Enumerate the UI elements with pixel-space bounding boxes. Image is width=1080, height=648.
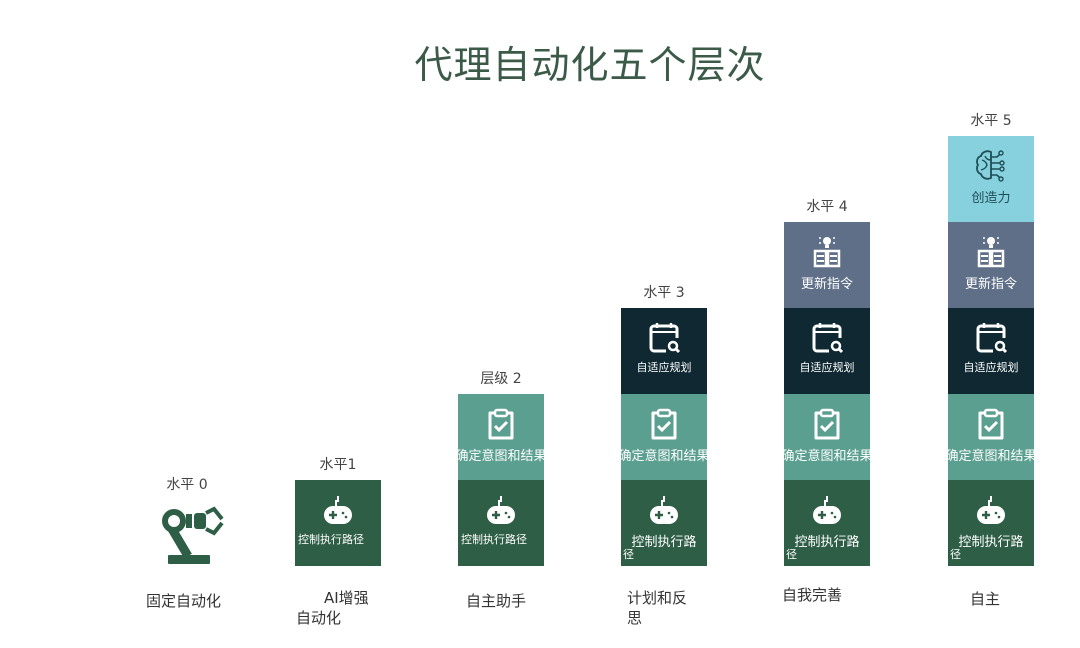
creativity-block: 创造力 — [948, 136, 1034, 222]
gamepad-icon — [324, 496, 352, 524]
block-label: 控制执行路径 — [298, 533, 364, 546]
update-block: 更新指令 — [948, 222, 1034, 308]
gamepad-icon — [813, 496, 841, 524]
planning-block: 自适应规划 — [784, 308, 870, 394]
clipboard-check-icon — [651, 408, 677, 440]
block-label: 确定意图和结果 — [458, 449, 544, 464]
calendar-search-icon — [812, 323, 844, 354]
intent-block: 确定意图和结果 — [621, 394, 707, 480]
level-label: 水平 0 — [166, 477, 208, 493]
level-label: 层级 2 — [480, 371, 522, 387]
intent-block: 确定意图和结果 — [948, 394, 1034, 480]
calendar-search-icon — [976, 323, 1008, 354]
planning-block: 自适应规划 — [621, 308, 707, 394]
lightbulb-book-icon — [813, 237, 841, 268]
clipboard-check-icon — [488, 408, 514, 440]
level-name-line: 固定自动化 — [146, 592, 222, 610]
gamepad-icon — [650, 496, 678, 524]
level-name: 固定自动化 — [146, 591, 221, 611]
block-label-wrap: 径 — [786, 548, 797, 561]
level-name-line: 自动化 — [296, 609, 342, 627]
block-label-wrap: 径 — [623, 548, 634, 561]
level-column-2: 层级 2 确定意图和结果 控制执行路径 — [458, 371, 544, 566]
clipboard-check-icon — [814, 408, 840, 440]
level-name-line: 自我完善 — [782, 586, 843, 604]
level-column-3: 水平 3 自适应规划 确定意图和结果 控制执行路径 — [621, 285, 707, 566]
block-label: 自适应规划 — [636, 361, 692, 374]
block-label: 控制执行路 — [631, 535, 697, 550]
block-label: 确定意图和结果 — [948, 449, 1034, 464]
level-name-line: AI增强 — [324, 589, 369, 607]
control-block: 控制执行路径 — [458, 480, 544, 566]
level-label: 水平1 — [319, 457, 357, 473]
control-block: 控制执行路径 — [948, 480, 1034, 566]
gamepad-icon — [487, 496, 515, 524]
level-label: 水平 4 — [806, 199, 848, 215]
intent-block: 确定意图和结果 — [784, 394, 870, 480]
block-label: 自适应规划 — [799, 361, 855, 374]
level-name-line: 自主 — [970, 590, 1001, 608]
level-name: AI增强自动化 — [296, 588, 369, 628]
level-column-1: 水平1 控制执行路径 — [295, 457, 381, 566]
control-block: 控制执行路径 — [295, 480, 381, 566]
block-label: 创造力 — [971, 191, 1011, 206]
control-block: 控制执行路径 — [784, 480, 870, 566]
update-block: 更新指令 — [784, 222, 870, 308]
level-label: 水平 3 — [643, 285, 685, 301]
level-name: 计划和反思 — [627, 588, 687, 628]
level-column-5: 水平 5 创造力 更新指令 自适应规划 确定意图和结果 控制执行路径 — [948, 113, 1034, 566]
intent-block: 确定意图和结果 — [458, 394, 544, 480]
level-name: 自主助手 — [466, 591, 526, 611]
brain-circuit-icon — [976, 150, 1005, 182]
calendar-search-icon — [649, 323, 681, 354]
level-name-line: 计划和反 — [627, 589, 688, 607]
block-label: 确定意图和结果 — [621, 449, 707, 464]
level-name: 自我完善 — [782, 585, 842, 605]
level-name-line: 思 — [627, 609, 643, 627]
planning-block: 自适应规划 — [948, 308, 1034, 394]
level-name: 自主 — [970, 589, 1000, 609]
gamepad-icon — [977, 496, 1005, 524]
diagram-title: 代理自动化五个层次 — [414, 43, 766, 87]
block-label: 控制执行路 — [958, 535, 1024, 550]
lightbulb-book-icon — [977, 237, 1005, 268]
robot-arm-icon — [160, 505, 226, 567]
level-name-line: 自主助手 — [466, 592, 527, 610]
block-label: 控制执行路径 — [461, 533, 527, 546]
block-label: 自适应规划 — [963, 361, 1019, 374]
level-column-4: 水平 4 更新指令 自适应规划 确定意图和结果 控制执行路径 — [784, 199, 870, 566]
block-label: 更新指令 — [800, 277, 853, 292]
clipboard-check-icon — [978, 408, 1004, 440]
block-label: 更新指令 — [964, 277, 1017, 292]
level-label: 水平 5 — [970, 113, 1012, 129]
control-block: 控制执行路径 — [621, 480, 707, 566]
block-label-wrap: 径 — [950, 548, 961, 561]
block-label: 确定意图和结果 — [784, 449, 870, 464]
block-label: 控制执行路 — [794, 535, 860, 550]
